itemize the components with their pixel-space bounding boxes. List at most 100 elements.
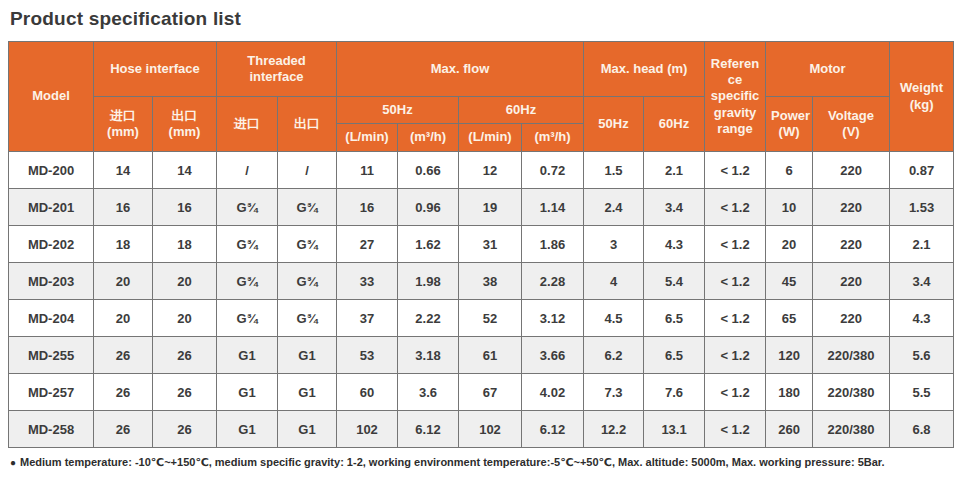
table-row: MD-2001414//110.66120.721.52.1< 1.262200… xyxy=(9,152,954,189)
header-unit-m3h-50: (m³/h) xyxy=(398,124,459,152)
value-cell: G¾ xyxy=(217,189,278,226)
value-cell: 220 xyxy=(813,263,890,300)
value-cell: < 1.2 xyxy=(705,226,766,263)
table-row: MD-2021818G¾G¾271.62311.8634.3< 1.220220… xyxy=(9,226,954,263)
value-cell: 220 xyxy=(813,189,890,226)
header-unit-m3h-60: (m³/h) xyxy=(522,124,584,152)
table-row: MD-2552626G1G1533.18613.666.26.5< 1.2120… xyxy=(9,337,954,374)
value-cell: 0.96 xyxy=(398,189,459,226)
value-cell: 7.3 xyxy=(584,374,644,411)
header-thread-inlet: 进口 xyxy=(217,97,278,152)
value-cell: 3.18 xyxy=(398,337,459,374)
value-cell: 2.1 xyxy=(644,152,705,189)
value-cell: G¾ xyxy=(217,300,278,337)
table-row: MD-2011616G¾G¾160.96191.142.43.4< 1.2102… xyxy=(9,189,954,226)
value-cell: 3.6 xyxy=(398,374,459,411)
value-cell: 5.5 xyxy=(890,374,954,411)
header-ref-gravity: Reference specific gravity range xyxy=(705,42,766,152)
value-cell: G¾ xyxy=(217,226,278,263)
value-cell: 26 xyxy=(153,337,217,374)
model-cell: MD-257 xyxy=(9,374,94,411)
table-row: MD-2042020G¾G¾372.22523.124.56.5< 1.2652… xyxy=(9,300,954,337)
header-threaded-interface: Threaded interface xyxy=(217,42,337,97)
value-cell: 26 xyxy=(94,411,153,448)
value-cell: < 1.2 xyxy=(705,263,766,300)
header-hose-inlet: 进口 (mm) xyxy=(94,97,153,152)
value-cell: 26 xyxy=(153,411,217,448)
value-cell: 37 xyxy=(337,300,398,337)
value-cell: 1.5 xyxy=(584,152,644,189)
footnote: ● Medium temperature: -10℃~+150℃, medium … xyxy=(10,456,961,469)
model-cell: MD-203 xyxy=(9,263,94,300)
value-cell: 6.12 xyxy=(522,411,584,448)
bullet-icon: ● xyxy=(10,457,16,468)
value-cell: 3.12 xyxy=(522,300,584,337)
value-cell: 27 xyxy=(337,226,398,263)
footnote-text: Medium temperature: -10℃~+150℃, medium s… xyxy=(20,456,885,468)
value-cell: 3.4 xyxy=(890,263,954,300)
value-cell: G¾ xyxy=(217,263,278,300)
value-cell: 3 xyxy=(584,226,644,263)
table-row: MD-2582626G1G11026.121026.1212.213.1< 1.… xyxy=(9,411,954,448)
value-cell: 20 xyxy=(153,263,217,300)
value-cell: 38 xyxy=(459,263,522,300)
value-cell: 13.1 xyxy=(644,411,705,448)
value-cell: < 1.2 xyxy=(705,374,766,411)
spec-table: Model Hose interface Threaded interface … xyxy=(8,41,954,448)
value-cell: < 1.2 xyxy=(705,189,766,226)
value-cell: 2.22 xyxy=(398,300,459,337)
page-title: Product specification list xyxy=(10,8,961,30)
value-cell: G1 xyxy=(278,337,337,374)
header-hose-outlet: 出口 (mm) xyxy=(153,97,217,152)
header-flow-60hz: 60Hz xyxy=(459,97,584,124)
value-cell: 0.66 xyxy=(398,152,459,189)
model-cell: MD-204 xyxy=(9,300,94,337)
value-cell: 220 xyxy=(813,300,890,337)
value-cell: 260 xyxy=(766,411,813,448)
model-cell: MD-258 xyxy=(9,411,94,448)
value-cell: G1 xyxy=(217,374,278,411)
value-cell: 11 xyxy=(337,152,398,189)
value-cell: 16 xyxy=(337,189,398,226)
value-cell: < 1.2 xyxy=(705,152,766,189)
value-cell: G¾ xyxy=(278,189,337,226)
value-cell: 20 xyxy=(766,226,813,263)
value-cell: 4 xyxy=(584,263,644,300)
value-cell: 4.02 xyxy=(522,374,584,411)
value-cell: 26 xyxy=(94,374,153,411)
value-cell: < 1.2 xyxy=(705,411,766,448)
value-cell: 60 xyxy=(337,374,398,411)
spec-table-body: MD-2001414//110.66120.721.52.1< 1.262200… xyxy=(9,152,954,448)
header-power: Power (W) xyxy=(766,97,813,152)
value-cell: 6.2 xyxy=(584,337,644,374)
value-cell: < 1.2 xyxy=(705,337,766,374)
value-cell: 2.1 xyxy=(890,226,954,263)
model-cell: MD-200 xyxy=(9,152,94,189)
header-weight: Weight (kg) xyxy=(890,42,954,152)
value-cell: 220 xyxy=(813,152,890,189)
value-cell: 6.5 xyxy=(644,337,705,374)
model-cell: MD-255 xyxy=(9,337,94,374)
value-cell: 26 xyxy=(94,337,153,374)
value-cell: 1.86 xyxy=(522,226,584,263)
value-cell: 2.28 xyxy=(522,263,584,300)
value-cell: 16 xyxy=(94,189,153,226)
value-cell: 33 xyxy=(337,263,398,300)
header-max-flow: Max. flow xyxy=(337,42,584,97)
value-cell: 6.8 xyxy=(890,411,954,448)
value-cell: G1 xyxy=(278,411,337,448)
value-cell: < 1.2 xyxy=(705,300,766,337)
value-cell: 45 xyxy=(766,263,813,300)
value-cell: G¾ xyxy=(278,300,337,337)
value-cell: 26 xyxy=(153,374,217,411)
value-cell: G¾ xyxy=(278,226,337,263)
table-row: MD-2572626G1G1603.6674.027.37.6< 1.21802… xyxy=(9,374,954,411)
value-cell: 1.98 xyxy=(398,263,459,300)
header-motor: Motor xyxy=(766,42,890,97)
header-head-60hz: 60Hz xyxy=(644,97,705,152)
table-row: MD-2032020G¾G¾331.98382.2845.4< 1.245220… xyxy=(9,263,954,300)
value-cell: 0.72 xyxy=(522,152,584,189)
value-cell: 20 xyxy=(94,263,153,300)
value-cell: 5.4 xyxy=(644,263,705,300)
value-cell: 0.87 xyxy=(890,152,954,189)
